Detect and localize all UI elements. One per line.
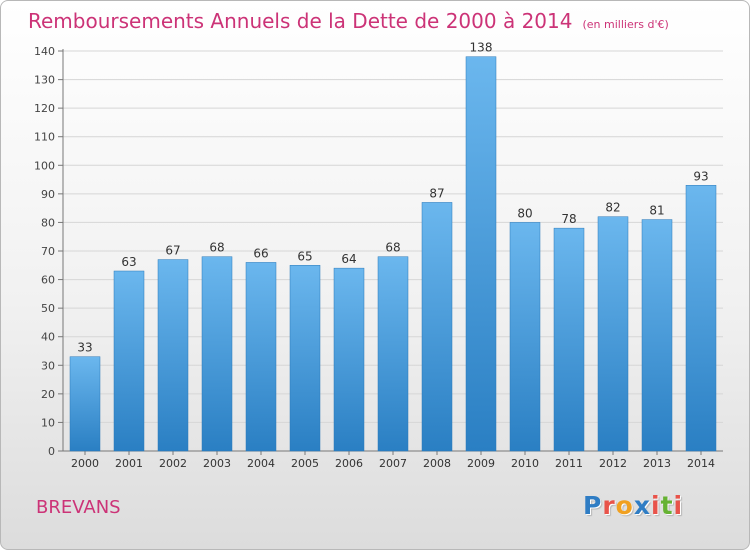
x-tick-label: 2007 <box>379 457 407 470</box>
bar-2009 <box>465 56 497 452</box>
y-tick-label: 110 <box>34 131 55 144</box>
data-label: 138 <box>470 41 493 55</box>
title-text: Remboursements Annuels de la Dette de 20… <box>28 9 573 33</box>
x-tick-label: 2003 <box>203 457 231 470</box>
y-tick-label: 130 <box>34 74 55 87</box>
bar-2001 <box>113 270 145 452</box>
y-tick-label: 80 <box>41 216 55 229</box>
x-tick-label: 2000 <box>71 457 99 470</box>
bar-2005 <box>289 265 321 452</box>
x-tick-label: 2009 <box>467 457 495 470</box>
y-tick-label: 70 <box>41 245 55 258</box>
y-tick-label: 0 <box>48 445 55 458</box>
x-tick-label: 2002 <box>159 457 187 470</box>
x-tick-label: 2013 <box>643 457 671 470</box>
bar-2004 <box>245 262 277 452</box>
bar-2013 <box>641 219 673 452</box>
logo-letter: r <box>602 491 616 520</box>
data-label: 80 <box>517 206 532 220</box>
data-label: 93 <box>693 169 708 183</box>
data-label: 63 <box>121 255 136 269</box>
proxiti-logo: Proxiti <box>583 491 683 520</box>
x-tick-label: 2001 <box>115 457 143 470</box>
bar-2000 <box>69 356 101 452</box>
y-tick-label: 50 <box>41 302 55 315</box>
title-unit: (en milliers d'€) <box>582 18 669 31</box>
bars <box>69 56 717 452</box>
y-tick-label: 60 <box>41 274 55 287</box>
data-label: 68 <box>209 241 224 255</box>
commune-name: BREVANS <box>36 497 121 518</box>
x-tick-label: 2011 <box>555 457 583 470</box>
data-label: 81 <box>649 204 664 218</box>
data-label: 78 <box>561 212 576 226</box>
logo-letter: P <box>583 491 603 520</box>
data-label: 68 <box>385 241 400 255</box>
x-tick-label: 2004 <box>247 457 275 470</box>
y-tick-label: 30 <box>41 359 55 372</box>
chart-title: Remboursements Annuels de la Dette de 20… <box>28 9 669 33</box>
y-tick-label: 100 <box>34 159 55 172</box>
bar-2012 <box>597 216 629 452</box>
data-label: 82 <box>605 201 620 215</box>
data-label: 66 <box>253 246 268 260</box>
logo-letter: x <box>633 491 651 520</box>
data-label: 67 <box>165 244 180 258</box>
bar-2006 <box>333 267 365 452</box>
bar-2014 <box>685 185 717 452</box>
y-tick-label: 140 <box>34 45 55 58</box>
data-label: 33 <box>77 341 92 355</box>
bar-2002 <box>157 259 189 452</box>
logo-letter: i <box>651 491 661 520</box>
bar-2010 <box>509 222 541 452</box>
logo-letter: o <box>615 491 634 520</box>
y-tick-label: 120 <box>34 102 55 115</box>
y-tick-label: 20 <box>41 388 55 401</box>
labels: 0 10 20 30 40 50 60 70 80 90 100 110 120 130 140 2000 33… <box>34 41 715 470</box>
data-label: 65 <box>297 249 312 263</box>
x-tick-label: 2006 <box>335 457 363 470</box>
bar-2011 <box>553 227 585 452</box>
y-tick-label: 10 <box>41 416 55 429</box>
bar-2003 <box>201 256 233 452</box>
logo-letter: i <box>673 491 684 520</box>
bar-2007 <box>377 256 409 452</box>
x-tick-label: 2005 <box>291 457 319 470</box>
x-tick-label: 2014 <box>687 457 715 470</box>
x-tick-label: 2010 <box>511 457 539 470</box>
data-label: 64 <box>341 252 356 266</box>
bar-2008 <box>421 202 453 452</box>
x-tick-label: 2012 <box>599 457 627 470</box>
y-tick-label: 90 <box>41 188 55 201</box>
data-label: 87 <box>429 186 444 200</box>
x-tick-label: 2008 <box>423 457 451 470</box>
y-tick-label: 40 <box>41 331 55 344</box>
logo-letter: t <box>660 491 674 520</box>
